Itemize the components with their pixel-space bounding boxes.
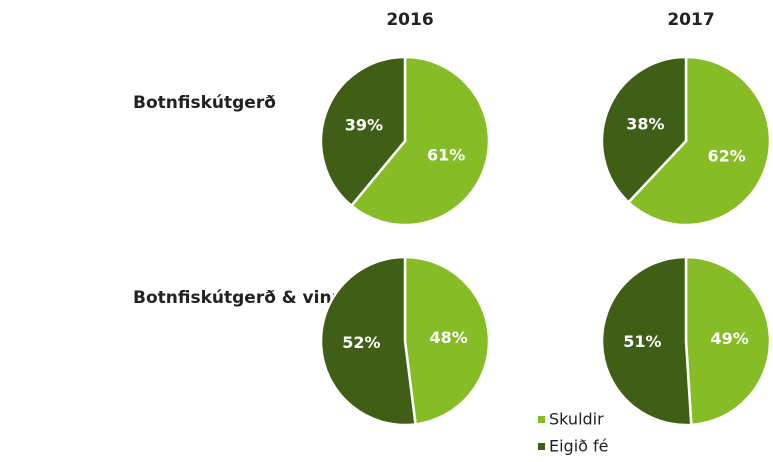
data-label: 49% [711,329,749,348]
pie-slice [600,255,693,427]
row-label: Botnfiskútgerð & vinnsla [133,288,371,308]
pie-slice [349,55,491,227]
data-label: 51% [623,332,661,351]
data-label: 48% [429,328,467,347]
legend-swatch [538,443,545,450]
pie-slice [684,255,772,427]
pie-slice [600,55,688,205]
pie-slice [626,55,772,227]
data-label: 39% [345,116,383,135]
data-label: 61% [427,145,465,164]
column-header: 2016 [386,10,433,30]
column-header: 2017 [667,10,714,30]
pie-slice [403,255,491,426]
data-label: 62% [707,147,745,166]
data-label: 52% [342,333,380,352]
data-label: 38% [626,114,664,133]
legend-label: Skuldir [549,410,604,429]
legend-swatch [538,416,545,423]
pie-slice [319,55,407,208]
legend-label: Eigið fé [549,437,609,456]
row-label: Botnfiskútgerð [133,93,276,113]
pie-slice [319,255,417,427]
